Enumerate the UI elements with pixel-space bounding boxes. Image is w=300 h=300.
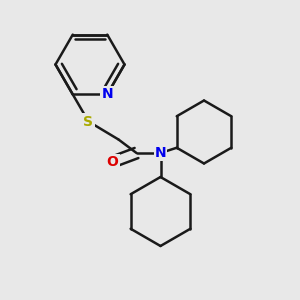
- Text: N: N: [101, 87, 113, 101]
- Text: N: N: [155, 146, 166, 160]
- Text: O: O: [106, 155, 119, 169]
- Text: S: S: [83, 115, 94, 128]
